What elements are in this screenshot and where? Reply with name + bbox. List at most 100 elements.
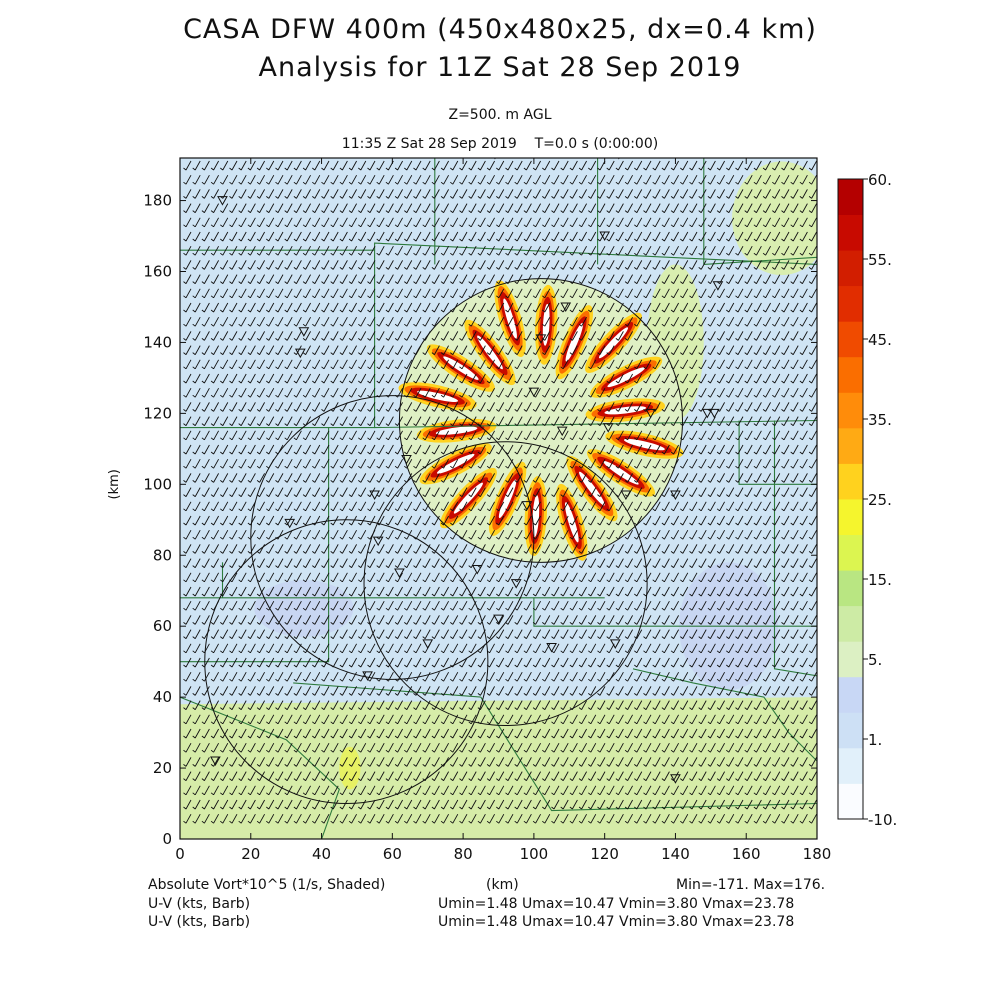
county-boundary: [773, 420, 817, 677]
colorbar-swatch: [838, 285, 863, 322]
station-marker: [401, 454, 412, 465]
x-tick-label: 100: [520, 845, 549, 863]
station-marker: [521, 501, 533, 511]
station-marker: [372, 536, 384, 547]
y-tick-label: 0: [162, 830, 172, 848]
x-tick-label: 140: [661, 845, 690, 863]
colorbar-swatch: [838, 605, 863, 642]
station-marker: [284, 518, 296, 529]
vorticity-lobe: [524, 476, 547, 557]
colorbar-label: 25.: [868, 491, 892, 509]
plot-area: [180, 158, 817, 839]
time-label: 11:35 Z Sat 28 Sep 2019 T=0.0 s (0:00:00…: [0, 136, 1000, 152]
x-tick-label: 120: [590, 845, 619, 863]
vorticity-lobe: [439, 467, 497, 529]
min-max-label: Min=-171. Max=176.: [676, 877, 826, 893]
y-tick-label: 120: [143, 404, 172, 422]
colorbar-swatch: [838, 250, 863, 287]
colorbar-swatch: [838, 783, 863, 820]
station-marker: [394, 568, 405, 579]
vorticity-lobe: [566, 455, 618, 522]
vorticity-lobe: [494, 280, 526, 358]
station-marker: [210, 756, 221, 766]
station-marker: [493, 614, 504, 625]
colorbar-swatch: [838, 392, 863, 429]
county-boundary: [180, 249, 376, 429]
station-marker: [298, 327, 310, 337]
y-tick-label: 80: [153, 546, 172, 564]
colorbar-swatch: [838, 534, 863, 571]
barb-label-1: U-V (kts, Barb): [148, 896, 251, 912]
county-boundary: [480, 696, 817, 812]
station-marker: [369, 490, 380, 500]
x-tick-label: 40: [312, 845, 331, 863]
x-axis-unit: (km): [486, 877, 519, 893]
colorbar-swatch: [838, 712, 863, 749]
station-marker: [617, 158, 620, 160]
y-axis-label: (km): [107, 469, 122, 499]
chart-title-line1: CASA DFW 400m (450x480x25, dx=0.4 km): [183, 14, 817, 45]
station-marker: [535, 334, 547, 344]
station-marker: [709, 408, 720, 419]
colorbar-label: 15.: [868, 571, 892, 589]
county-boundary: [738, 420, 817, 485]
station-marker: [670, 774, 681, 784]
y-tick-label: 180: [143, 192, 172, 210]
colorbar-swatch: [838, 676, 863, 713]
radar-range-ring: [250, 395, 535, 680]
colorbar-swatch: [838, 321, 863, 358]
county-boundary: [632, 668, 817, 762]
station-marker: [670, 490, 681, 500]
plot-frame: [179, 157, 818, 840]
radar-range-ring: [363, 441, 648, 726]
barb-label-2: U-V (kts, Barb): [148, 914, 251, 930]
radar-range-ring: [204, 519, 489, 805]
station-marker: [422, 639, 434, 649]
colorbar-swatch: [838, 179, 863, 215]
x-tick-label: 180: [803, 845, 832, 863]
station-marker: [294, 348, 306, 359]
station-marker: [546, 642, 557, 653]
barb-stats-1: Umin=1.48 Umax=10.47 Vmin=3.80 Vmax=23.7…: [438, 896, 795, 912]
station-marker: [620, 490, 632, 500]
colorbar-label: 60.: [868, 171, 892, 189]
station-marker: [599, 231, 611, 242]
forecast-time: T=0.0 s (0:00:00): [534, 136, 659, 152]
y-tick-label: 60: [153, 617, 172, 635]
colorbar-swatch: [838, 747, 863, 784]
station-marker: [471, 564, 483, 575]
x-tick-label: 20: [241, 845, 260, 863]
colorbar-swatch: [838, 641, 863, 678]
southern-shaded-region: [180, 697, 817, 839]
y-tick-label: 40: [153, 688, 172, 706]
station-marker: [556, 426, 568, 437]
county-boundary: [180, 597, 330, 663]
station-marker: [602, 423, 614, 433]
station-marker: [609, 639, 621, 649]
shaded-patch: [339, 746, 361, 790]
station-marker: [217, 196, 228, 206]
x-tick-label: 0: [175, 845, 185, 863]
colorbar-label: 35.: [868, 411, 892, 429]
colorbar-label: -10.: [868, 811, 897, 829]
colorbar-label: 1.: [868, 731, 882, 749]
barb-stats-2: Umin=1.48 Umax=10.47 Vmin=3.80 Vmax=23.7…: [438, 914, 795, 930]
colorbar-swatch: [838, 499, 863, 535]
station-marker: [362, 671, 373, 681]
colorbar-label: 5.: [868, 651, 882, 669]
colorbar-label: 45.: [868, 331, 892, 349]
station-marker: [645, 408, 657, 419]
vorticity-lobe: [488, 461, 527, 536]
county-boundary: [374, 419, 817, 429]
station-marker: [528, 387, 540, 398]
station-marker: [560, 302, 572, 312]
station-marker: [701, 408, 713, 419]
radar-range-ring: [398, 278, 684, 563]
x-tick-label: 60: [383, 845, 402, 863]
valid-time: 11:35 Z Sat 28 Sep 2019: [341, 136, 517, 152]
station-marker: [510, 579, 522, 589]
colorbar-label: 55.: [868, 251, 892, 269]
colorbar-swatch: [838, 427, 863, 464]
x-tick-label: 160: [732, 845, 761, 863]
